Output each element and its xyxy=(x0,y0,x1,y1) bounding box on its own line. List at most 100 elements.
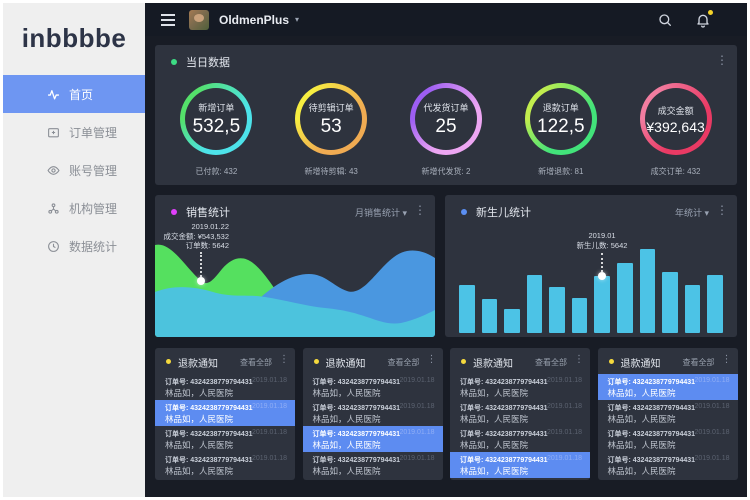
notice-date: 2019.01.18 xyxy=(694,455,730,462)
menu-toggle-icon[interactable] xyxy=(161,13,175,26)
daily-data-card: 当日数据 ⋮ 新增订单 532,5 已付款: 432 待剪辑订单 53 新增待剪… xyxy=(155,45,737,185)
notice-row[interactable]: 订单号: 4324238779794431 2019.01.18 林品如，人民医… xyxy=(598,426,738,452)
notice-row[interactable]: 订单号: 4324238779794431 2019.01.18 林品如，人民医… xyxy=(155,452,295,478)
daily-stat: 待剪辑订单 53 新增待剪辑: 43 xyxy=(276,83,386,177)
sidebar-item-accounts[interactable]: 账号管理 xyxy=(3,151,145,189)
more-menu-icon[interactable]: ⋮ xyxy=(279,354,289,365)
notice-list: 订单号: 4324238779794431 2019.01.18 林品如，人民医… xyxy=(155,374,295,478)
notice-row[interactable]: 订单号: 4324238779794431 2019.01.18 林品如，人民医… xyxy=(303,374,443,400)
notice-name: 林品如，人民医院 xyxy=(607,466,676,476)
sidebar-item-statistics[interactable]: 数据统计 xyxy=(3,227,145,265)
stat-ring: 新增订单 532,5 xyxy=(180,83,253,155)
sidebar-item-organizations[interactable]: 机构管理 xyxy=(3,189,145,227)
sales-area-chart[interactable] xyxy=(155,237,435,337)
bar-2[interactable] xyxy=(481,299,498,333)
sidebar-item-orders[interactable]: 订单管理 xyxy=(3,113,145,151)
notice-name: 林品如，人民医院 xyxy=(460,388,529,398)
notice-row[interactable]: 订单号: 4324238779794431 2019.01.18 林品如，人民医… xyxy=(303,400,443,426)
stat-footer: 新增待剪辑: 43 xyxy=(304,167,358,176)
bell-icon[interactable] xyxy=(695,9,713,28)
bar-5[interactable] xyxy=(549,287,565,333)
bar-6[interactable] xyxy=(571,298,588,333)
notice-name: 林品如，人民医院 xyxy=(312,388,381,398)
view-all-link[interactable]: 查看全部 xyxy=(240,358,272,367)
bar-12[interactable] xyxy=(707,275,723,333)
card-title: 退款通知 xyxy=(325,359,366,370)
more-menu-icon[interactable]: ⋮ xyxy=(574,354,584,365)
card-title: 当日数据 xyxy=(186,57,230,69)
chevron-down-icon: ▾ xyxy=(704,208,709,218)
more-menu-icon[interactable]: ⋮ xyxy=(716,53,728,67)
more-menu-icon[interactable]: ⋮ xyxy=(414,203,426,217)
period-dropdown[interactable]: 年统计 ▾ xyxy=(674,208,709,218)
topbar: OldmenPlus ▾ xyxy=(145,3,747,36)
bar-9[interactable] xyxy=(639,249,656,333)
stat-value: 25 xyxy=(435,115,457,137)
notice-row[interactable]: 订单号: 4324238779794431 2019.01.18 林品如，人民医… xyxy=(450,374,590,400)
bar-1[interactable] xyxy=(459,285,475,333)
notice-date: 2019.01.18 xyxy=(251,403,287,410)
notice-row[interactable]: 订单号: 4324238779794431 2019.01.18 林品如，人民医… xyxy=(155,400,295,426)
notice-row[interactable]: 订单号: 4324238779794431 2019.01.18 林品如，人民医… xyxy=(450,452,590,478)
period-dropdown[interactable]: 月销售统计 ▾ xyxy=(354,208,407,218)
view-all-link[interactable]: 查看全部 xyxy=(682,358,715,367)
more-menu-icon[interactable]: ⋮ xyxy=(426,354,437,365)
notice-row[interactable]: 订单号: 4324238779794431 2019.01.18 林品如，人民医… xyxy=(155,426,295,452)
notice-date: 2019.01.18 xyxy=(251,377,287,384)
notice-name: 林品如，人民医院 xyxy=(165,414,234,424)
notice-name: 林品如，人民医院 xyxy=(460,466,529,476)
more-menu-icon[interactable]: ⋮ xyxy=(721,354,732,365)
refund-notice-card-1: 退款通知 查看全部 ⋮ 订单号: 4324238779794431 2019.0… xyxy=(155,348,295,480)
stat-ring: 退款订单 122,5 xyxy=(524,83,597,155)
notice-row[interactable]: 订单号: 4324238779794431 2019.01.18 林品如，人民医… xyxy=(598,400,738,426)
card-title: 销售统计 xyxy=(186,207,230,219)
order-number: 订单号: 4324238779794431 xyxy=(460,431,548,438)
notice-date: 2019.01.18 xyxy=(251,429,287,436)
notice-row[interactable]: 订单号: 4324238779794431 2019.01.18 林品如，人民医… xyxy=(155,374,295,400)
bar-8[interactable] xyxy=(617,263,633,333)
pulse-icon xyxy=(47,88,60,101)
notice-list: 订单号: 4324238779794431 2019.01.18 林品如，人民医… xyxy=(450,374,590,478)
newborn-bar-chart xyxy=(459,245,723,333)
sidebar-item-home[interactable]: 首页 xyxy=(3,75,145,113)
notice-row[interactable]: 订单号: 4324238779794431 2019.01.18 林品如，人民医… xyxy=(597,374,738,400)
order-number: 订单号: 4324238779794431 xyxy=(460,405,548,412)
bar-4[interactable] xyxy=(526,275,543,333)
order-number: 订单号: 4324238779794431 xyxy=(312,379,401,386)
notice-row[interactable]: 订单号: 4324238779794431 2019.01.18 林品如，人民医… xyxy=(303,452,443,478)
sidebar-item-label: 账号管理 xyxy=(69,163,118,178)
app-logo: inbbbbe xyxy=(21,23,127,53)
notice-row[interactable]: 订单号: 4324238779794431 2019.01.18 林品如，人民医… xyxy=(598,452,738,478)
username[interactable]: OldmenPlus xyxy=(219,12,290,27)
notice-date: 2019.01.18 xyxy=(546,377,582,384)
view-all-link[interactable]: 查看全部 xyxy=(535,358,567,367)
card-title: 新生儿统计 xyxy=(476,207,531,219)
notice-row[interactable]: 订单号: 4324238779794431 2019.01.18 林品如，人民医… xyxy=(450,400,590,426)
search-icon[interactable] xyxy=(657,12,673,28)
daily-stat: 代发货订单 25 新增代发货: 2 xyxy=(391,83,501,177)
notice-date: 2019.01.18 xyxy=(251,455,287,462)
order-number: 订单号: 4324238779794431 xyxy=(607,379,696,386)
user-avatar[interactable] xyxy=(189,9,209,30)
stat-value: ¥392,643 xyxy=(646,118,705,135)
sidebar-item-label: 订单管理 xyxy=(69,125,118,140)
stat-label: 新增订单 xyxy=(198,102,235,113)
notice-date: 2019.01.18 xyxy=(399,377,435,384)
sales-chart-card: 销售统计 月销售统计 ▾ ⋮ 2019.01.22 成交金额: ¥543,532… xyxy=(155,195,435,337)
daily-stat: 新增订单 532,5 已付款: 432 xyxy=(161,83,271,177)
bar-11[interactable] xyxy=(684,285,701,333)
bar-10[interactable] xyxy=(662,272,678,333)
notice-name: 林品如，人民医院 xyxy=(607,414,676,424)
bar-3[interactable] xyxy=(504,309,520,333)
notice-row[interactable]: 订单号: 4324238779794431 2019.01.18 林品如，人民医… xyxy=(302,426,443,452)
card-title: 退款通知 xyxy=(473,359,513,370)
notice-row[interactable]: 订单号: 4324238779794431 2019.01.18 林品如，人民医… xyxy=(450,426,590,452)
bar-7[interactable] xyxy=(594,276,611,333)
chevron-down-icon[interactable]: ▾ xyxy=(295,15,300,24)
stat-footer: 已付款: 432 xyxy=(195,167,238,176)
tooltip-orders: 订单数: 5642 xyxy=(185,241,229,250)
more-menu-icon[interactable]: ⋮ xyxy=(716,203,728,217)
notice-date: 2019.01.18 xyxy=(546,403,582,410)
chevron-down-icon: ▾ xyxy=(402,208,407,218)
view-all-link[interactable]: 查看全部 xyxy=(387,358,420,367)
